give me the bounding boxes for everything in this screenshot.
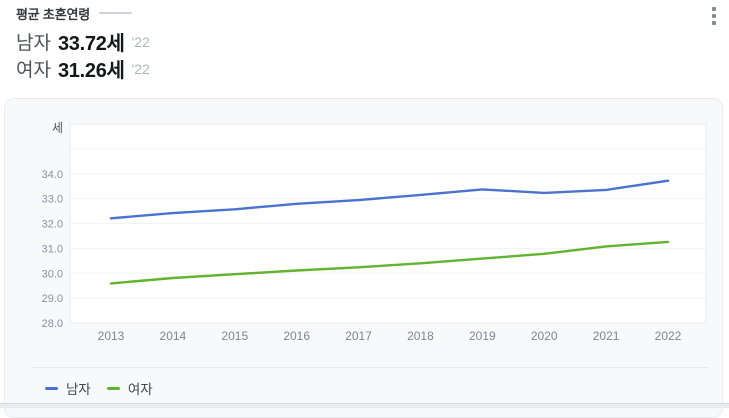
- svg-text:2015: 2015: [221, 329, 248, 343]
- svg-text:30.0: 30.0: [42, 268, 63, 280]
- legend-dash-male-icon: [45, 386, 58, 390]
- svg-text:2014: 2014: [160, 329, 187, 343]
- svg-text:32.0: 32.0: [42, 219, 63, 231]
- svg-text:34.0: 34.0: [42, 169, 63, 181]
- svg-text:2017: 2017: [345, 329, 372, 343]
- chart-header: 평균 초혼연령 남자 33.72세 '22 여자 31.26세 '22: [16, 4, 150, 83]
- stat-value-female: 31.26세: [57, 60, 125, 82]
- legend-dash-female-icon: [106, 386, 120, 390]
- legend-item-female[interactable]: 여자: [106, 378, 153, 398]
- title-dash-decoration: [98, 12, 132, 14]
- svg-text:2022: 2022: [655, 329, 682, 343]
- legend-label-male: 남자: [66, 382, 91, 397]
- svg-text:28.0: 28.0: [42, 318, 63, 330]
- svg-text:29.0: 29.0: [42, 293, 63, 305]
- stat-row-female: 여자 31.26세 '22: [16, 55, 150, 82]
- stat-label-female: 여자: [16, 60, 51, 81]
- chart-card: 세 34.0 33.0 32.0 31.0 30.0 29.0 28.0 2013 2014 201…: [4, 98, 723, 418]
- stat-label-male: 남자: [16, 33, 51, 54]
- stat-year-male: '22: [131, 33, 150, 50]
- svg-text:31.0: 31.0: [42, 243, 63, 255]
- next-section-edge: [0, 403, 729, 408]
- legend-label-female: 여자: [127, 382, 153, 397]
- svg-text:2016: 2016: [283, 329, 310, 343]
- line-chart: 세 34.0 33.0 32.0 31.0 30.0 29.0 28.0 2013 2014 201…: [42, 121, 707, 343]
- stat-year-female: '22: [131, 60, 150, 77]
- page-title: 평균 초혼연령: [16, 6, 90, 22]
- legend-divider: [31, 367, 708, 368]
- page: { "header": { "title": "평균 초혼연령", "stats…: [0, 4, 729, 418]
- stat-value-male: 33.72세: [57, 33, 125, 55]
- kebab-menu-icon[interactable]: [709, 5, 719, 27]
- kebab-dot: [712, 7, 716, 11]
- svg-text:2019: 2019: [469, 329, 496, 343]
- stat-row-male: 남자 33.72세 '22: [16, 28, 150, 55]
- kebab-dot: [712, 21, 716, 25]
- svg-text:2020: 2020: [531, 329, 558, 343]
- title-row: 평균 초혼연령: [16, 4, 150, 22]
- kebab-dot: [712, 14, 716, 18]
- chart-legend: 남자 여자: [45, 378, 153, 398]
- svg-text:2013: 2013: [98, 329, 125, 343]
- svg-text:세: 세: [52, 121, 63, 135]
- svg-text:33.0: 33.0: [42, 194, 63, 206]
- svg-text:2018: 2018: [407, 329, 434, 343]
- svg-text:2021: 2021: [593, 329, 620, 343]
- legend-item-male[interactable]: 남자: [45, 378, 91, 398]
